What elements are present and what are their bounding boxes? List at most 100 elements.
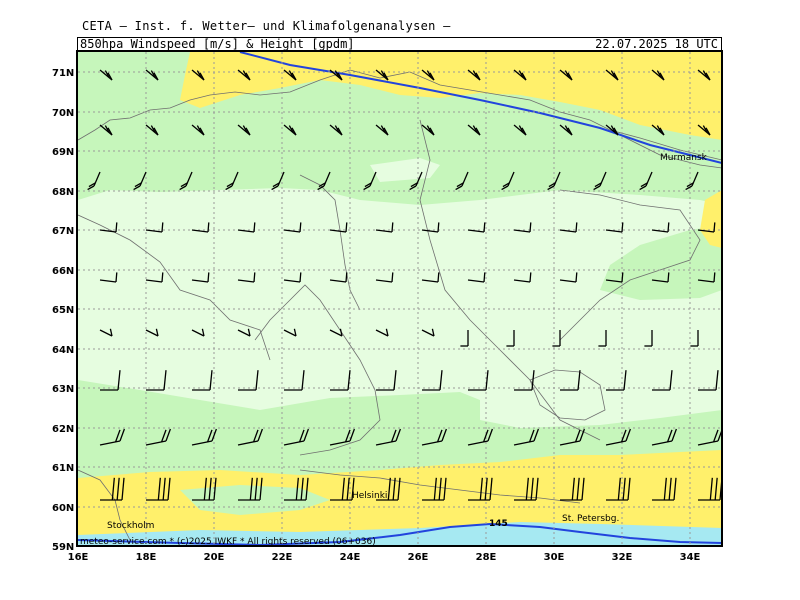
wind-barb <box>191 124 205 136</box>
wind-barb <box>375 69 389 81</box>
wind-barb-feather <box>713 222 716 233</box>
wind-barb <box>237 229 255 233</box>
wind-barb <box>651 440 673 446</box>
wind-barb-feather <box>196 125 202 134</box>
wind-barb-feather <box>247 328 251 337</box>
wind-barb-feather <box>295 477 299 501</box>
wind-barb-feather <box>150 70 156 79</box>
latitude-axis: 71N 70N 69N 68N 67N 66N 65N 64N 63N 62N … <box>52 68 74 553</box>
wind-barb-feather <box>226 182 234 188</box>
lat-label-64n: 64N <box>52 345 74 356</box>
wind-barb-feather <box>291 72 297 81</box>
wind-barb-feather <box>209 370 213 391</box>
wind-barb-feather <box>705 127 711 136</box>
wind-barb-feather <box>531 370 535 391</box>
lat-label-62n: 62N <box>52 424 74 435</box>
wind-barb <box>513 69 527 81</box>
place-stockholm: Stockholm <box>107 521 154 531</box>
wind-barb <box>329 69 343 81</box>
wind-barb-feather <box>443 477 447 501</box>
wind-barb-feather <box>667 222 670 233</box>
place-murmansk: Murmansk <box>660 153 708 163</box>
wind-barb-feather <box>529 272 532 283</box>
lat-label-67n: 67N <box>52 226 74 237</box>
wind-barb-feather <box>167 477 171 501</box>
wind-barb <box>99 329 113 337</box>
wind-barb-feather <box>702 125 708 134</box>
wind-barb-feather <box>525 477 529 501</box>
wind-barb-feather <box>668 477 672 501</box>
wind-barb-feather <box>610 70 616 79</box>
wind-barb-feather <box>627 477 631 501</box>
wind-barb-feather <box>621 272 624 283</box>
wind-barb <box>375 329 389 337</box>
wind-barb-feather <box>575 272 578 283</box>
wind-barb <box>99 124 113 136</box>
wind-barb-feather <box>671 428 678 442</box>
wind-barb-feather <box>344 429 351 443</box>
wind-barb-feather <box>303 428 310 442</box>
wind-barb <box>329 329 343 337</box>
wind-barb-feather <box>673 477 677 501</box>
wind-barb <box>191 329 205 337</box>
light-patch-north <box>370 158 440 182</box>
wind-barb-feather <box>577 370 581 391</box>
wind-barb-feather <box>438 477 442 501</box>
wind-barb-feather <box>207 272 210 283</box>
wind-barb-feather <box>196 70 202 79</box>
gulf-bothnia-coast <box>254 284 381 456</box>
wind-barb-feather <box>640 182 648 188</box>
wind-barb-feather <box>564 70 570 79</box>
wind-barb-feather <box>437 222 440 233</box>
wind-barb-feather <box>165 428 172 442</box>
wind-barb-feather <box>252 429 259 443</box>
wind-barb-feather <box>345 272 348 283</box>
wind-barb-feather <box>482 429 489 443</box>
wind-barb-feather <box>620 429 627 443</box>
wind-barb-feather <box>639 185 647 191</box>
wind-barb-feather <box>439 370 443 391</box>
wind-barb-feather <box>346 477 350 501</box>
wind-barb-feather <box>293 328 297 337</box>
wind-barb-feather <box>548 182 556 188</box>
lat-label-66n: 66N <box>52 266 74 277</box>
wind-barb <box>237 440 259 446</box>
wind-barb <box>237 124 251 136</box>
wind-barb-feather <box>259 477 263 501</box>
wind-barb <box>467 229 485 233</box>
wind-barb-feather <box>571 477 575 501</box>
lat-label-65n: 65N <box>52 305 74 316</box>
wind-barb-feather <box>656 125 662 134</box>
wind-barb-feather <box>659 72 665 81</box>
wind-barb <box>467 124 481 136</box>
wind-barb <box>283 124 297 136</box>
wind-barb-feather <box>121 477 125 501</box>
wind-barb <box>329 279 347 283</box>
wind-barb-feather <box>317 185 325 191</box>
wind-barb <box>237 69 251 81</box>
finland-russia-border <box>419 119 601 441</box>
wind-barb-feather <box>337 127 343 136</box>
wind-barb-feather <box>255 370 259 391</box>
wind-barb-feather <box>87 185 95 191</box>
wind-barb-feather <box>225 185 233 191</box>
wind-barb <box>99 279 117 283</box>
wind-barb <box>513 440 535 446</box>
lat-label-71n: 71N <box>52 68 74 79</box>
wind-barb-feather <box>245 127 251 136</box>
wind-barb-feather <box>298 429 305 443</box>
wind-barb <box>329 229 347 233</box>
wind-barb <box>421 440 443 446</box>
wind-barb-feather <box>410 182 418 188</box>
wind-barb-feather <box>622 477 626 501</box>
wind-barb-feather <box>114 429 121 443</box>
wind-barb <box>283 329 297 337</box>
wind-barb-feather <box>685 185 693 191</box>
wind-barb <box>375 279 393 283</box>
wind-barb-feather <box>535 477 539 501</box>
wind-barb-feather <box>426 125 432 134</box>
wind-barb-feather <box>119 428 126 442</box>
wind-barb-feather <box>334 125 340 134</box>
wind-barb-feather <box>111 477 115 501</box>
wind-barb <box>421 124 435 136</box>
